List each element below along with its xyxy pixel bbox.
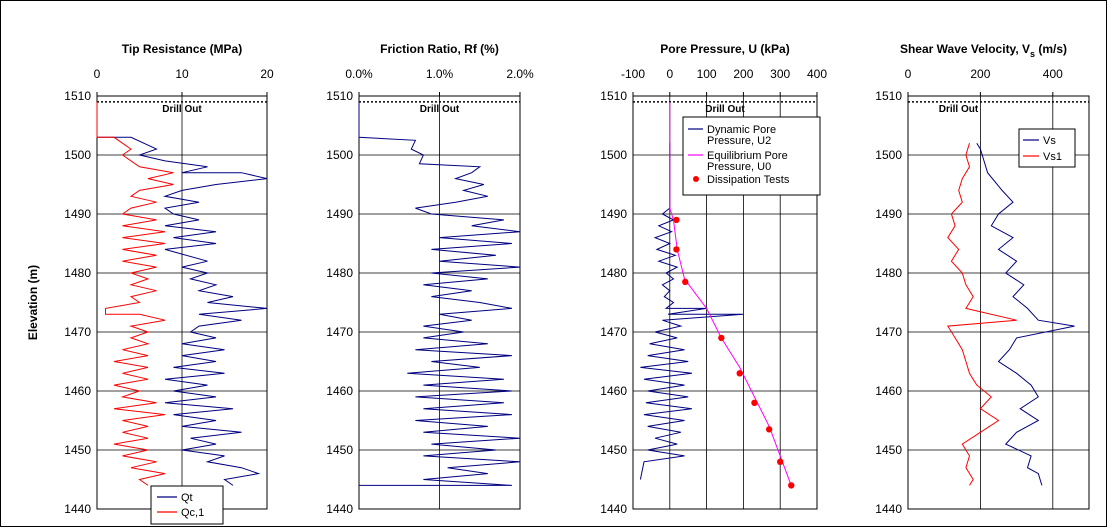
plot-frame <box>358 95 521 510</box>
legend-box <box>1018 128 1076 168</box>
x-tick-label: 400 <box>1043 67 1063 81</box>
legend-label: Qt <box>181 492 193 504</box>
panel-title: Tip Resistance (MPa) <box>122 42 242 56</box>
dissipation-test-marker <box>788 482 795 489</box>
y-tick-label: 1510 <box>600 89 627 103</box>
y-tick-label: 1450 <box>326 443 353 457</box>
x-tick-label: 200 <box>733 67 753 81</box>
y-tick-label: 1470 <box>875 325 902 339</box>
title-unit: (m/s) <box>1035 42 1067 56</box>
y-tick-label: 1480 <box>326 266 353 280</box>
series-line <box>639 143 744 480</box>
legend-label: Equilibrium Pore Pressure, U0 <box>707 150 788 173</box>
dissipation-test-marker <box>751 399 758 406</box>
y-tick-label: 1480 <box>64 266 91 280</box>
y-tick-label: 1480 <box>875 266 902 280</box>
legend-label-line: Pressure, U0 <box>707 161 771 173</box>
y-tick-label: 1470 <box>64 325 91 339</box>
y-tick-label: 1470 <box>326 325 353 339</box>
x-tick-label: 200 <box>970 67 990 81</box>
legend-label-line: Pressure, U2 <box>707 135 771 147</box>
y-tick-label: 1510 <box>64 89 91 103</box>
y-tick-label: 1490 <box>875 207 902 221</box>
x-tick-label: 100 <box>697 67 717 81</box>
y-tick-label: 1500 <box>64 148 91 162</box>
y-tick-label: 1450 <box>875 443 902 457</box>
dissipation-test-marker <box>718 334 725 342</box>
x-tick-label: 20 <box>260 67 274 81</box>
x-tick-label: -100 <box>621 67 645 81</box>
dissipation-test-marker <box>673 216 680 224</box>
y-tick-label: 1490 <box>600 207 627 221</box>
drill-out-label: Drill Out <box>705 104 745 115</box>
legend-box <box>150 485 224 525</box>
plot-frame <box>907 95 1090 510</box>
legend-box <box>682 116 821 196</box>
panel-title: Shear Wave Velocity, Vs (m/s) <box>900 42 1067 59</box>
x-tick-label: 400 <box>807 67 827 81</box>
x-tick-label: 2.0% <box>506 67 534 81</box>
x-tick-label: 0 <box>666 67 673 81</box>
dissipation-test-marker <box>673 246 680 253</box>
x-tick-label: 0.0% <box>345 67 373 81</box>
dissipation-test-marker <box>682 278 689 286</box>
y-tick-label: 1460 <box>875 384 902 398</box>
y-tick-label: 1440 <box>64 502 91 516</box>
panel-title: Friction Ratio, Rf (%) <box>380 42 499 56</box>
legend-label: Dissipation Tests <box>707 174 790 186</box>
y-tick-label: 1470 <box>600 325 627 339</box>
panel-title: Pore Pressure, U (kPa) <box>660 42 789 56</box>
legend-swatch <box>693 176 699 182</box>
y-tick-label: 1440 <box>326 502 353 516</box>
legend-label: Vs1 <box>1043 151 1062 163</box>
series-line <box>96 101 268 486</box>
x-tick-label: 0 <box>94 67 101 81</box>
y-tick-label: 1450 <box>64 443 91 457</box>
x-tick-label: 10 <box>175 67 189 81</box>
y-tick-label: 1450 <box>600 443 627 457</box>
y-tick-label: 1440 <box>875 502 902 516</box>
drill-out-label: Drill Out <box>939 104 979 115</box>
y-tick-label: 1510 <box>326 89 353 103</box>
y-tick-label: 1460 <box>64 384 91 398</box>
x-tick-label: 0 <box>905 67 912 81</box>
legend-label-line: Equilibrium Pore <box>707 150 788 162</box>
drill-out-label: Drill Out <box>162 104 202 115</box>
drill-out-label: Drill Out <box>420 104 460 115</box>
y-tick-label: 1500 <box>875 148 902 162</box>
y-tick-label: 1500 <box>600 148 627 162</box>
dissipation-test-marker <box>736 370 743 377</box>
y-tick-label: 1460 <box>326 384 353 398</box>
y-tick-label: 1490 <box>326 207 353 221</box>
series-line <box>358 101 521 486</box>
series-line <box>96 101 174 486</box>
dissipation-test-marker <box>765 426 773 433</box>
legend-label: Dynamic Pore Pressure, U2 <box>707 124 776 147</box>
legend-label: Vs <box>1043 135 1056 147</box>
x-tick-label: 1.0% <box>426 67 454 81</box>
legend-label-line: Dynamic Pore <box>707 124 776 136</box>
series-line <box>976 142 1075 486</box>
legend-label: Qc,1 <box>181 507 204 519</box>
y-axis-title: Elevation (m) <box>26 265 40 340</box>
y-tick-label: 1440 <box>600 502 627 516</box>
y-tick-label: 1490 <box>64 207 91 221</box>
dissipation-test-marker <box>777 458 784 465</box>
y-tick-label: 1460 <box>600 384 627 398</box>
series-line <box>946 143 1017 486</box>
plot-frame <box>632 95 818 510</box>
y-tick-label: 1510 <box>875 89 902 103</box>
y-tick-label: 1500 <box>326 148 353 162</box>
title-subscript: s <box>1030 49 1035 59</box>
x-tick-label: 300 <box>770 67 790 81</box>
y-tick-label: 1480 <box>600 266 627 280</box>
